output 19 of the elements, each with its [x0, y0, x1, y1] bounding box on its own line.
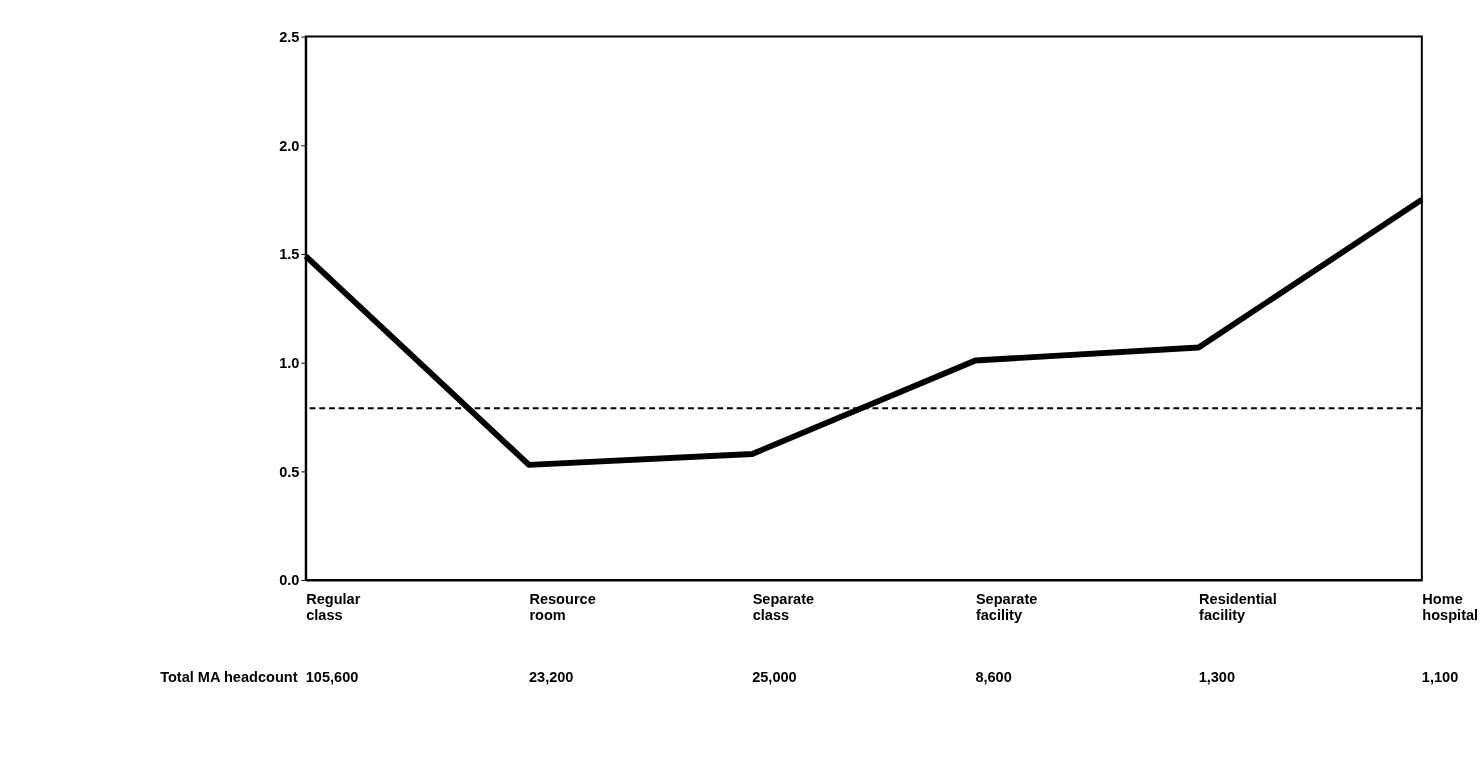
y-tick-label: 2.0 [279, 137, 300, 154]
x-tick-label: Home hospital [1422, 590, 1479, 624]
y-tick-label: 1.0 [279, 355, 300, 372]
y-tick-label: 1.5 [279, 246, 300, 263]
y-tick-label: 2.5 [279, 28, 300, 45]
y-tick-label: 0.0 [279, 572, 300, 589]
x-tick-label: Separate class [752, 590, 815, 624]
text: Total MA headcount [160, 669, 298, 685]
text: 8,600 [975, 669, 1012, 685]
x-tick-label: Residential facility [1199, 590, 1277, 624]
x-tick-label: Regular class [306, 590, 361, 624]
text: 105,600 [305, 669, 359, 685]
x-tick-label: Separate facility [975, 590, 1038, 624]
text: 23,200 [528, 669, 574, 685]
text: 25,000 [752, 669, 797, 685]
text: 1,300 [1198, 669, 1236, 685]
text: 1,100 [1421, 669, 1459, 685]
x-tick-label: Resource room [529, 590, 596, 624]
y-tick-label: 0.5 [279, 463, 300, 480]
